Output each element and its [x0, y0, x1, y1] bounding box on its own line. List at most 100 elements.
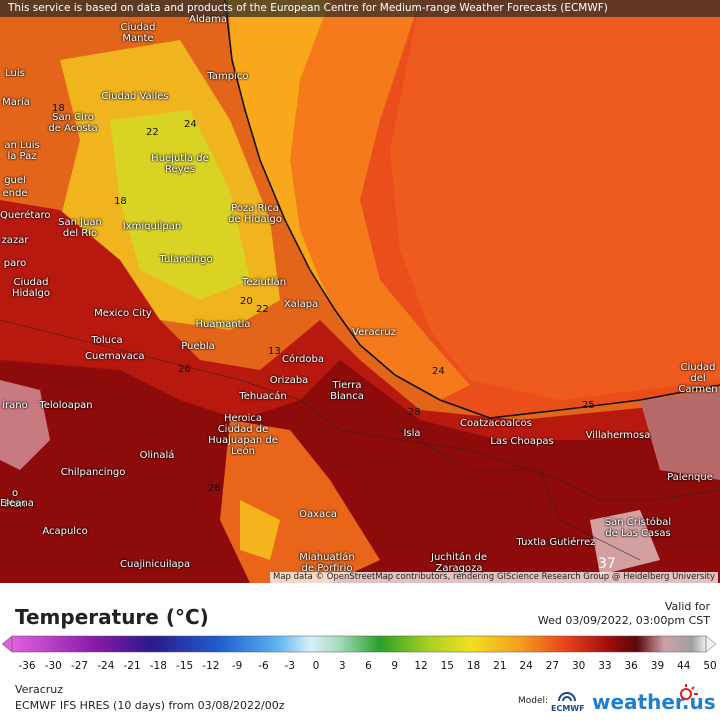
brand-sun [680, 684, 698, 700]
city-label: Tierra Blanca [330, 380, 364, 402]
contour-label: 13 [268, 346, 281, 357]
city-label: Poza Rica de Hidalgo [228, 203, 282, 225]
city-label: San Ciro de Acosta [48, 112, 98, 134]
city-label: Eleana [0, 498, 34, 509]
contour-label: 20 [240, 296, 253, 307]
colorbar-tick-label: 33 [598, 660, 612, 672]
city-label: o Plan [4, 488, 26, 510]
city-label: Oaxaca [299, 509, 337, 520]
city-label: Palenque [667, 472, 713, 483]
colorbar [1, 635, 717, 653]
valid-label: Valid for [664, 600, 710, 613]
contour-label: 37 [598, 556, 616, 572]
legend-title: Temperature (°C) [15, 605, 209, 629]
model-label: Model: [518, 696, 549, 706]
colorbar-tick-label: 27 [545, 660, 560, 672]
colorbar-tick-label: -15 [176, 660, 194, 672]
city-label: Tampico [207, 71, 249, 82]
city-label: Tulancingo [159, 254, 213, 265]
city-label: María [2, 97, 30, 108]
colorbar-tick-label: -18 [149, 660, 167, 672]
city-label: Veracruz [352, 327, 396, 338]
colorbar-tick-label: -30 [44, 660, 62, 672]
city-label: Acapulco [42, 526, 88, 537]
colorbar-tick-label: 0 [312, 660, 320, 672]
city-label: Huejutla de Reyes [151, 153, 209, 175]
colorbar-tick-label: 6 [365, 660, 372, 672]
city-label: Huamantla [195, 319, 251, 330]
city-label: Toluca [91, 335, 123, 346]
city-label: Heroica Ciudad de Huajuapan de León [208, 413, 278, 457]
colorbar-tick-label: 18 [466, 660, 481, 672]
city-label: Mexico City [94, 308, 152, 319]
colorbar-tick-label: -9 [231, 660, 243, 672]
contour-label: 25 [582, 400, 595, 411]
valid-time: Wed 03/09/2022, 03:00pm CST [537, 614, 710, 627]
contour-label: 26 [178, 364, 191, 375]
contour-label: 26 [208, 483, 221, 494]
ecmwf-logo [558, 692, 576, 702]
colorbar-tick-label: 36 [624, 660, 638, 672]
city-label: an Luis la Paz [4, 140, 40, 162]
city-label: San Cristóbal de Las Casas [604, 517, 672, 539]
city-label: Isla [403, 428, 421, 439]
city-label: Ciudad del Carmen [678, 362, 718, 395]
map: This service is based on data and produc… [0, 0, 720, 583]
city-label: Chilpancingo [60, 467, 126, 478]
contour-label: 18 [52, 103, 65, 114]
city-label: Ciudad Mante [120, 22, 156, 44]
city-label: Ixmiquilpan [122, 221, 182, 232]
colorbar-tick-label: -24 [97, 660, 115, 672]
attribution: Map data © OpenStreetMap contributors, r… [270, 572, 718, 583]
contour-label: 22 [146, 127, 159, 138]
source: ECMWF IFS HRES (10 days) from 03/08/2022… [15, 699, 285, 712]
city-label: Juchitán de Zaragoza [431, 552, 487, 574]
city-label: Cuernavaca [85, 351, 145, 362]
city-label: Córdoba [282, 354, 324, 365]
city-label: Las Choapas [490, 436, 554, 447]
colorbar-tick-label: 3 [338, 660, 346, 672]
city-label: Ciudad Valles [101, 91, 169, 102]
colorbar-tick-label: 9 [391, 660, 399, 672]
city-label: Miahuatlán de Porfirio [299, 552, 355, 574]
city-label: Villahermosa [585, 430, 651, 441]
colorbar-tick-label: 12 [414, 660, 428, 672]
city-label: Luis [5, 68, 25, 79]
city-label: Aldama [189, 14, 227, 25]
city-label: Tuxtla Gutiérrez [516, 537, 596, 548]
notice-banner: This service is based on data and produc… [0, 0, 720, 17]
city-label: San Juan del Río [58, 217, 102, 239]
city-label: Coatzacoalcos [460, 418, 532, 429]
colorbar-tick-label: -21 [123, 660, 141, 672]
colorbar-tick-label: 21 [493, 660, 507, 672]
city-label: Querétaro [0, 210, 51, 221]
city-label: Olinalá [139, 450, 175, 461]
colorbar-tick-label: 39 [650, 660, 665, 672]
city-label: Puebla [181, 341, 215, 352]
contour-label: 24 [184, 119, 197, 130]
colorbar-tick-label: -12 [202, 660, 220, 672]
contour-label: 24 [432, 366, 445, 377]
city-label: Xalapa [283, 299, 319, 310]
region: Veracruz [15, 683, 64, 696]
city-label: Ciudad Hidalgo [11, 277, 51, 299]
colorbar-tick-label: 50 [703, 660, 717, 672]
model-name: ECMWF [551, 704, 585, 713]
contour-label: 18 [114, 196, 127, 207]
colorbar-tick-label: 44 [677, 660, 691, 672]
colorbar-tick-label: -3 [284, 660, 295, 672]
city-label: irano [2, 400, 28, 411]
city-label: Tehuacán [239, 391, 287, 402]
city-label: Orizaba [269, 375, 309, 386]
city-label: guel [4, 175, 26, 186]
city-label: ende [2, 188, 28, 199]
contour-label: 22 [256, 304, 269, 315]
map-layer [0, 0, 720, 583]
colorbar-tick-label: 15 [440, 660, 454, 672]
city-label: paro [3, 258, 27, 269]
city-label: Cuajinicuilapa [120, 559, 191, 570]
colorbar-tick-label: -27 [70, 660, 89, 672]
city-label: Teziutlán [241, 277, 287, 288]
colorbar-tick-label: -36 [18, 660, 36, 672]
